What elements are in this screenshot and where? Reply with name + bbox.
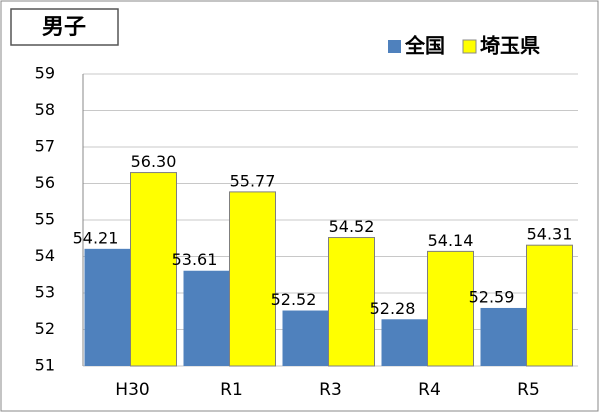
value-label: 52.59 bbox=[469, 287, 515, 306]
y-tick-label: 52 bbox=[35, 319, 55, 338]
bar bbox=[480, 307, 527, 366]
value-label: 52.52 bbox=[271, 290, 317, 309]
y-tick-label: 59 bbox=[35, 64, 55, 83]
bar bbox=[130, 172, 177, 367]
x-tick-label: R1 bbox=[220, 380, 243, 400]
bar bbox=[427, 250, 474, 367]
y-tick-label: 54 bbox=[35, 246, 55, 265]
x-tick-label: R5 bbox=[517, 380, 540, 400]
y-tick-label: 57 bbox=[35, 137, 55, 156]
value-label: 56.30 bbox=[131, 152, 177, 171]
bar bbox=[183, 270, 230, 366]
legend-label: 全国 bbox=[404, 34, 445, 58]
bar bbox=[282, 310, 329, 366]
y-tick-label: 56 bbox=[35, 173, 55, 192]
chart-title: 男子 bbox=[42, 15, 86, 40]
y-tick-label: 51 bbox=[35, 356, 55, 375]
bar bbox=[526, 244, 573, 367]
value-label: 54.52 bbox=[329, 217, 375, 236]
legend-swatch bbox=[462, 39, 477, 54]
x-tick-label: R4 bbox=[418, 380, 441, 400]
value-label: 54.14 bbox=[428, 231, 474, 250]
y-tick-label: 55 bbox=[35, 210, 55, 229]
bar bbox=[328, 237, 375, 367]
value-label: 53.61 bbox=[172, 250, 218, 269]
value-label: 52.28 bbox=[370, 299, 416, 318]
bar bbox=[229, 191, 276, 367]
bar bbox=[84, 248, 131, 366]
value-label: 55.77 bbox=[230, 171, 276, 190]
value-label: 54.21 bbox=[73, 228, 119, 247]
value-label: 54.31 bbox=[527, 225, 573, 244]
title-box bbox=[10, 8, 119, 46]
x-tick-label: H30 bbox=[115, 380, 149, 400]
bar bbox=[381, 319, 428, 366]
y-tick-label: 53 bbox=[35, 283, 55, 302]
legend-swatch bbox=[388, 40, 401, 53]
legend-label: 埼玉県 bbox=[480, 34, 540, 58]
x-tick-label: R3 bbox=[319, 380, 342, 400]
y-tick-label: 58 bbox=[35, 100, 55, 119]
